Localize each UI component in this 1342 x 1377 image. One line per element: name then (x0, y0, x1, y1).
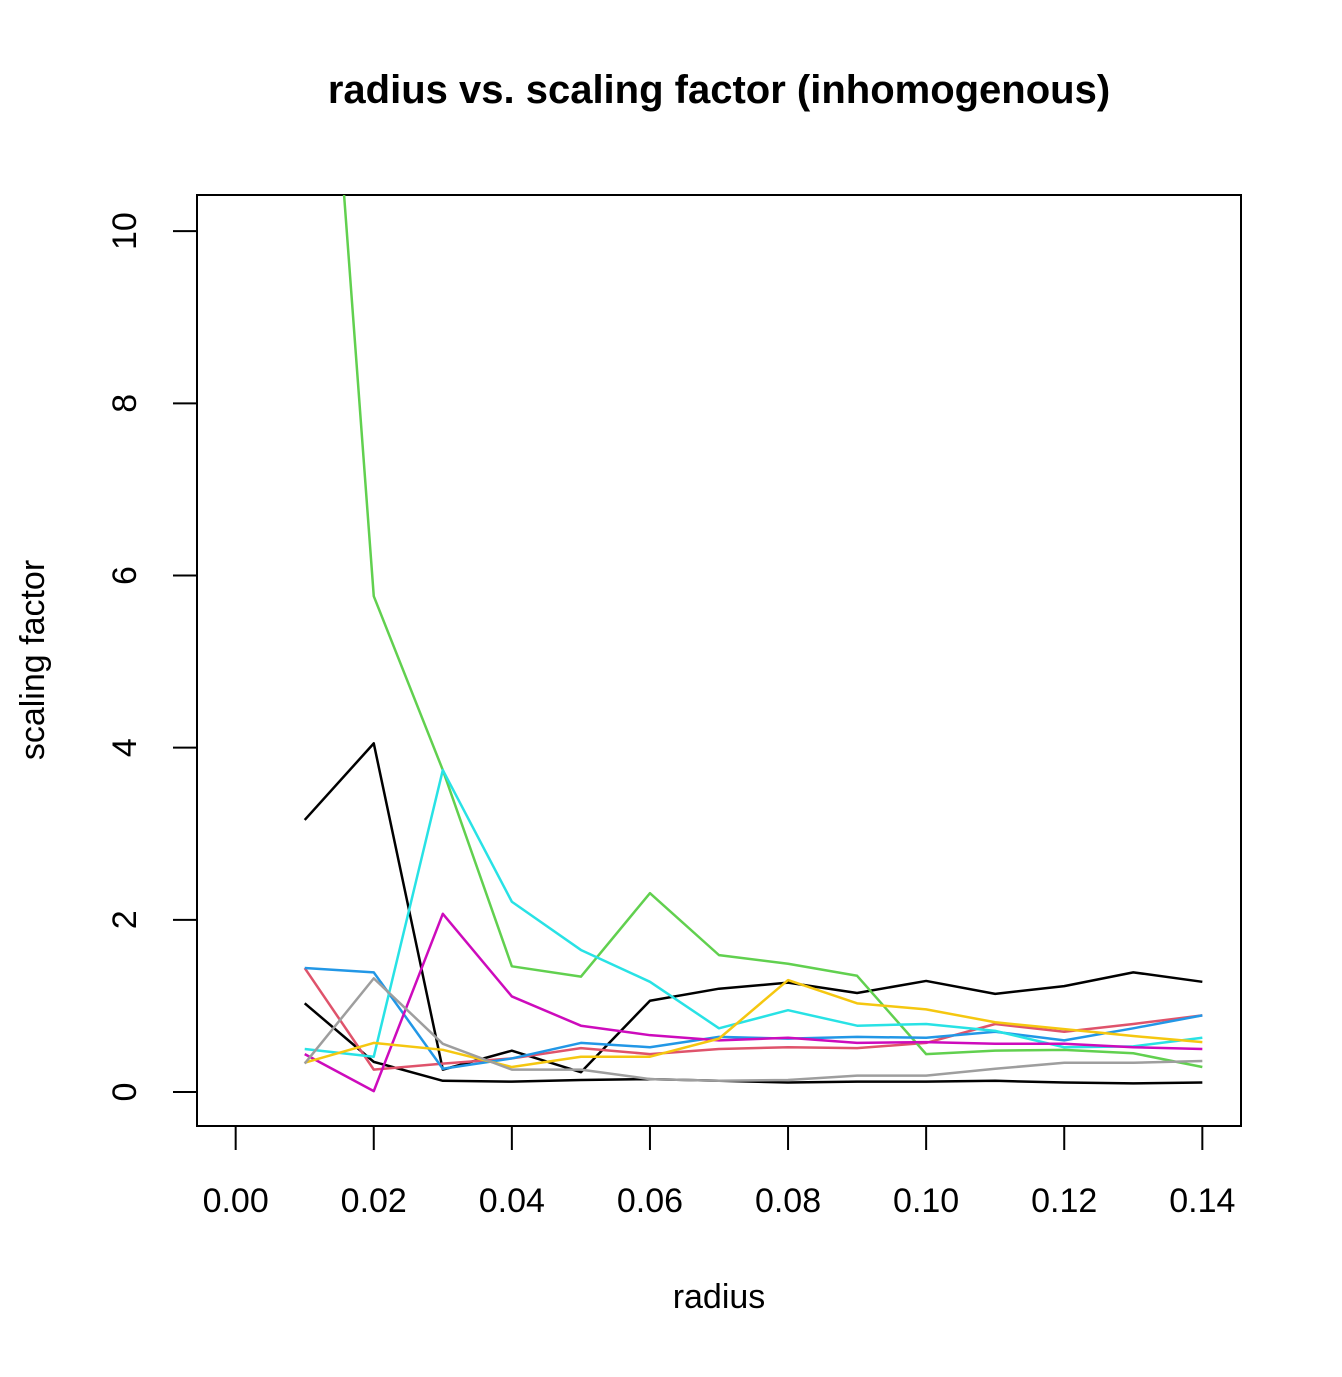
y-tick-label: 10 (106, 212, 144, 250)
series-line (342, 195, 1203, 1069)
x-tick-label: 0.08 (755, 1182, 821, 1220)
y-tick-label: 2 (106, 910, 144, 929)
plot-frame (196, 194, 1242, 1127)
series-line (304, 978, 1203, 1069)
x-tick-label: 0.14 (1169, 1182, 1235, 1220)
series-line (303, 1002, 1203, 1085)
y-tick-label: 0 (106, 1083, 144, 1102)
series-line (304, 768, 1203, 1058)
x-tick-label: 0.02 (341, 1182, 407, 1220)
series-line (303, 977, 1203, 1083)
plot-area (303, 195, 1203, 1093)
series-line (304, 912, 1203, 1093)
x-tick-label: 0.06 (617, 1182, 683, 1220)
x-tick-label: 0.12 (1031, 1182, 1097, 1220)
x-tick-label: 0.04 (479, 1182, 545, 1220)
series-line (303, 742, 1203, 1074)
y-tick-label: 6 (106, 566, 144, 585)
y-tick-label: 8 (106, 394, 144, 413)
y-axis-label: scaling factor (14, 560, 52, 760)
series-line (304, 966, 1203, 1071)
x-tick-label: 0.00 (203, 1182, 269, 1220)
chart-title: radius vs. scaling factor (inhomogenous) (328, 68, 1110, 112)
x-tick-label: 0.10 (893, 1182, 959, 1220)
x-axis-label: radius (673, 1278, 766, 1316)
series-line (303, 967, 1203, 1071)
y-tick-label: 4 (106, 738, 144, 757)
